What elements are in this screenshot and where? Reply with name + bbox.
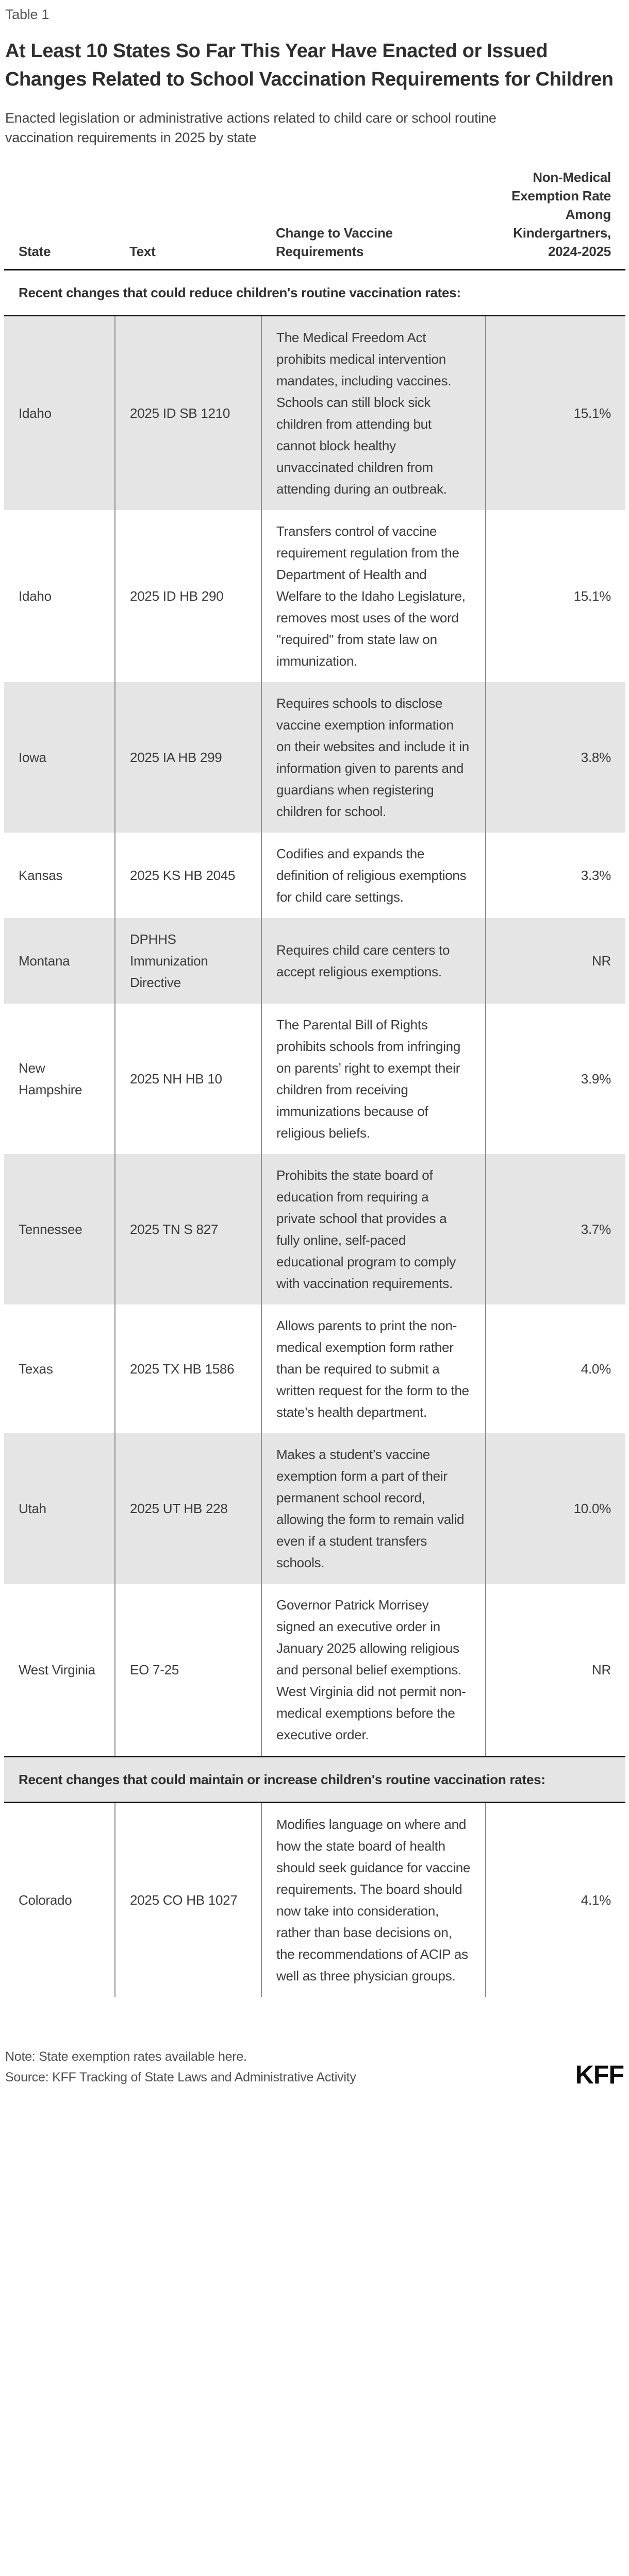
cell-rate: 4.0% [485,1304,625,1433]
cell-state: Kansas [19,868,63,883]
cell-change: Requires schools to disclose vaccine exe… [261,682,486,833]
note-prefix: Note: State exemption rates available [5,2049,218,2064]
cell-rate: 3.7% [485,1154,625,1304]
cell-rate: 10.0% [485,1433,625,1584]
cell-state: Tennessee [19,1222,82,1237]
source-line: Source: KFF Tracking of State Laws and A… [5,2070,356,2084]
column-header-state: State [4,163,115,270]
note-link[interactable]: here [218,2049,244,2064]
cell-change: The Medical Freedom Act prohibits medica… [261,315,486,510]
cell-state: Iowa [19,750,46,765]
cell-text: 2025 IA HB 299 [114,682,261,833]
kff-logo: KFF [575,2060,624,2089]
cell-rate: 3.9% [485,1004,625,1154]
cell-text: 2025 ID SB 1210 [114,315,261,510]
table-row: Iowa 2025 IA HB 299 Requires schools to di… [4,682,625,833]
table-row: Utah 2025 UT HB 228 Makes a student’s vacc… [4,1433,625,1584]
table-row: Colorado 2025 CO HB 1027 Modifies language… [4,1802,625,1997]
cell-text: 2025 TX HB 1586 [114,1304,261,1433]
cell-change: Modifies language on where and how the s… [261,1802,486,1997]
table-row: Tennessee 2025 TN S 827 Prohibits the stat… [4,1154,625,1304]
cell-rate: 15.1% [485,315,625,510]
cell-rate: NR [485,918,625,1004]
cell-state: Utah [19,1501,46,1516]
footer-text-block: Note: State exemption rates available he… [5,2046,356,2088]
cell-rate: 4.1% [485,1802,625,1997]
section-header-row: Recent changes that could maintain or in… [4,1756,625,1803]
cell-text: 2025 CO HB 1027 [114,1802,261,1997]
page-subtitle: Enacted legislation or administrative ac… [5,110,496,145]
table-row: West Virginia EO 7-25 Governor Patrick Mor… [4,1584,625,1757]
cell-change: Allows parents to print the non-medical … [261,1304,486,1433]
cell-state: Texas [19,1361,53,1377]
cell-text: 2025 ID HB 290 [114,510,261,682]
cell-state: Montana [19,953,70,969]
cell-change: Prohibits the state board of education f… [261,1154,486,1304]
cell-text: EO 7-25 [114,1584,261,1757]
cell-change: Transfers control of vaccine requirement… [261,510,486,682]
page-title: At Least 10 States So Far This Year Have… [5,40,614,90]
cell-text: 2025 TN S 827 [114,1154,261,1304]
section-header-row: Recent changes that could reduce childre… [4,269,625,316]
cell-change: Requires child care centers to accept re… [261,918,486,1004]
cell-change: Makes a student’s vaccine exemption form… [261,1433,486,1584]
cell-state: Idaho [19,405,52,421]
footer: Note: State exemption rates available he… [5,2046,624,2088]
cell-change: The Parental Bill of Rights prohibits sc… [261,1004,486,1154]
table-row: Idaho 2025 ID HB 290 Transfers control of … [4,510,625,682]
table-row: Texas 2025 TX HB 1586 Allows parents to pr… [4,1304,625,1433]
table-row: Montana DPHHS Immunization Directive Requi… [4,918,625,1004]
cell-text: 2025 KS HB 2045 [114,833,261,918]
column-header-rate: Non-Medical Exemption Rate Among Kinderg… [486,163,625,270]
table-row: Idaho 2025 ID SB 1210 The Medical Freedom … [4,315,625,510]
header-block: Table 1 At Least 10 States So Far This Y… [0,5,629,147]
section-header-label: Recent changes that could maintain or in… [4,1756,625,1803]
table-header: State Text Change to Vaccine Requirement… [4,163,625,270]
cell-state: New Hampshire [19,1060,82,1097]
header-row: State Text Change to Vaccine Requirement… [4,163,625,270]
column-header-text: Text [115,163,261,270]
cell-rate: NR [485,1584,625,1757]
cell-rate: 15.1% [485,510,625,682]
cell-state: Idaho [19,588,52,604]
cell-text: DPHHS Immunization Directive [114,918,261,1004]
cell-state: West Virginia [19,1662,95,1677]
cell-change: Governor Patrick Morrisey signed an exec… [261,1584,486,1757]
cell-text: 2025 UT HB 228 [114,1433,261,1584]
cell-text: 2025 NH HB 10 [114,1004,261,1154]
table-label: Table 1 [5,7,49,22]
cell-rate: 3.3% [485,833,625,918]
table-row: New Hampshire 2025 NH HB 10 The Parental B… [4,1004,625,1154]
table-row: Kansas 2025 KS HB 2045 Codifies and expand… [4,833,625,918]
section-header-label: Recent changes that could reduce childre… [4,269,625,316]
note-line: Note: State exemption rates available he… [5,2046,356,2067]
table-body: Recent changes that could reduce childre… [4,269,625,1997]
cell-rate: 3.8% [485,682,625,833]
note-suffix: . [243,2049,247,2064]
cell-change: Codifies and expands the definition of r… [261,833,486,918]
vaccination-requirements-table: State Text Change to Vaccine Requirement… [4,163,625,1997]
column-header-change: Change to Vaccine Requirements [261,163,486,270]
cell-state: Colorado [19,1892,72,1908]
